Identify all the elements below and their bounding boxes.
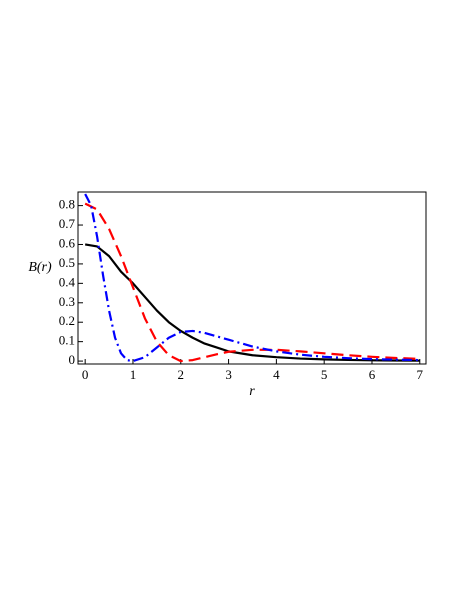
y-tick-label: 0.2: [59, 313, 75, 328]
y-tick-label: 0.5: [59, 255, 75, 270]
x-tick-label: 2: [178, 367, 185, 382]
x-tick-label: 1: [130, 367, 137, 382]
curve: [84, 193, 420, 363]
y-tick-label: 0.3: [59, 294, 75, 309]
x-tick-label: 3: [225, 367, 232, 382]
x-axis-label: r: [249, 384, 255, 399]
y-axis-label: B(r): [28, 260, 52, 275]
x-tick-label: 5: [321, 367, 328, 382]
y-tick-label: 0.1: [59, 333, 75, 348]
y-tick-label: 0.7: [59, 216, 76, 231]
curve: [84, 202, 420, 363]
y-tick-label: 0: [69, 352, 76, 367]
x-tick-label: 0: [82, 367, 89, 382]
x-tick-label: 7: [417, 367, 424, 382]
curve: [84, 243, 420, 362]
y-tick-label: 0.8: [59, 197, 75, 212]
x-tick-label: 6: [369, 367, 376, 382]
y-tick-label: 0.6: [59, 235, 76, 250]
x-tick-label: 4: [273, 367, 280, 382]
y-tick-label: 0.4: [59, 274, 76, 289]
plot-frame: [77, 191, 427, 365]
